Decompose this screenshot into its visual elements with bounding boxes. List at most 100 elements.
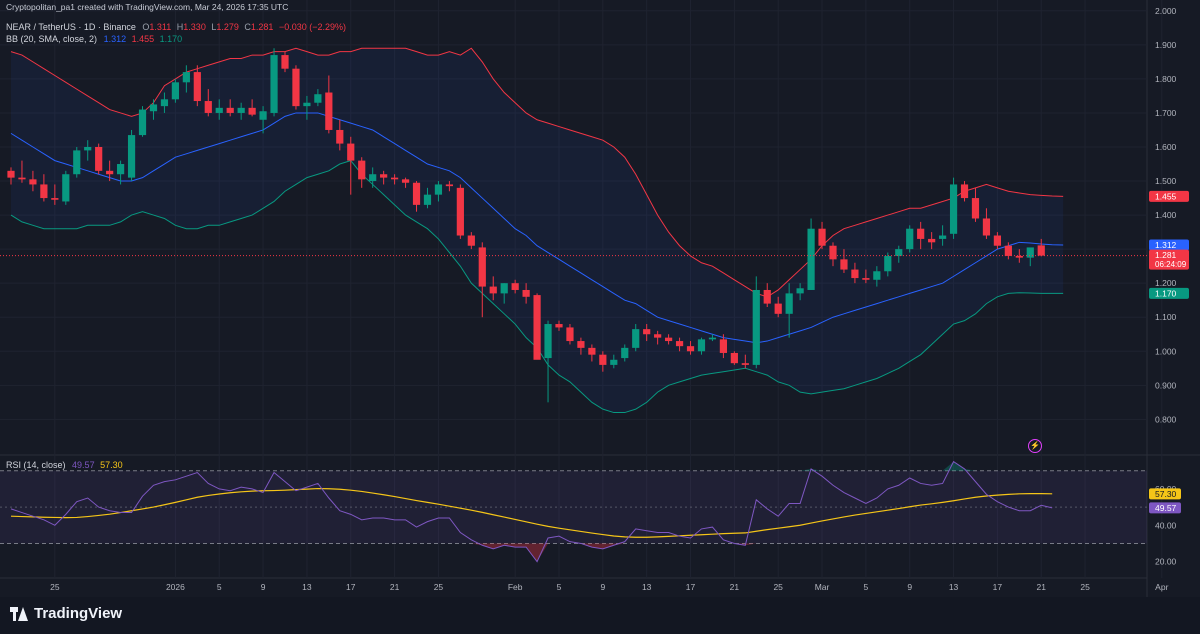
rsi-legend: RSI (14, close) 49.57 57.30 <box>6 460 123 470</box>
candle-body <box>467 235 475 246</box>
candle-body <box>51 198 59 200</box>
candle-body <box>906 228 914 250</box>
candle-body <box>445 184 453 187</box>
chart-canvas[interactable]: 2.0001.9001.8001.7001.6001.5001.4001.300… <box>0 0 1200 597</box>
candle-body <box>807 228 815 290</box>
candle-body <box>40 184 48 199</box>
candle-body <box>971 198 980 219</box>
candle-body <box>851 269 859 279</box>
close-label: C <box>244 22 251 32</box>
time-tick-label: 5 <box>217 582 222 592</box>
bb-basis-value: 1.312 <box>103 34 127 44</box>
time-tick-label: 21 <box>1037 582 1047 592</box>
candle-body <box>862 278 870 280</box>
chart-credit: Cryptopolitan_pa1 created with TradingVi… <box>6 2 289 12</box>
time-tick-label: 25 <box>50 582 60 592</box>
candle-body <box>829 245 837 260</box>
candle-body <box>917 228 925 239</box>
tradingview-mark-icon <box>10 606 28 621</box>
candle-body <box>281 55 289 69</box>
candle-body <box>522 289 530 297</box>
price-tick-label: 0.800 <box>1155 414 1177 424</box>
candle-body <box>665 337 673 342</box>
high-label: H <box>176 22 184 32</box>
time-tick-label: Apr <box>1155 582 1168 592</box>
candle-body <box>1026 247 1034 258</box>
candle-body <box>884 255 892 272</box>
time-tick-label: 17 <box>993 582 1003 592</box>
candle-body <box>204 101 212 113</box>
candle-body <box>29 179 37 185</box>
candle-body <box>380 174 388 178</box>
candle-body <box>774 303 782 314</box>
candle-body <box>182 72 190 83</box>
candle-body <box>895 249 903 256</box>
candle-body <box>358 160 366 180</box>
low-label: L <box>211 22 217 32</box>
time-tick-label: 21 <box>730 582 740 592</box>
candle-body <box>401 179 410 183</box>
price-badge-label: 1.281 <box>1155 250 1177 260</box>
candle-body <box>391 177 399 180</box>
flash-alert-icon[interactable]: ⚡ <box>1028 439 1042 453</box>
price-tick-label: 1.000 <box>1155 346 1177 356</box>
rsi-badge <box>1149 488 1181 500</box>
price-tick-label: 1.800 <box>1155 74 1177 84</box>
bb-lower-value: 1.170 <box>159 34 183 44</box>
candle-body <box>62 174 70 202</box>
footer-bar: TradingView <box>0 597 1200 634</box>
tradingview-logo[interactable]: TradingView <box>10 605 122 622</box>
candle-body <box>7 170 15 178</box>
candle-body <box>818 228 826 246</box>
candle-body <box>566 327 574 342</box>
candle-body <box>226 107 234 113</box>
change-value: −0.030 (−2.29%) <box>278 22 347 32</box>
rsi-line <box>10 460 1053 563</box>
candle-body <box>796 288 804 294</box>
candle-body <box>347 143 355 161</box>
price-tick-label: 1.700 <box>1155 108 1177 118</box>
rsi-ma-line <box>10 487 1053 538</box>
candle-body <box>949 184 958 234</box>
candle-body <box>555 324 563 328</box>
candle-body <box>303 102 311 107</box>
candle-body <box>840 259 848 270</box>
candle-body <box>248 107 256 115</box>
candle-body <box>456 187 464 236</box>
time-tick-label: Feb <box>508 582 523 592</box>
candle-body <box>654 334 662 338</box>
bb-legend: BB (20, SMA, close, 2) 1.312 1.455 1.170 <box>6 34 182 44</box>
candle-body <box>149 104 158 112</box>
candle-body <box>434 184 443 195</box>
candle-body <box>730 352 738 364</box>
price-badge-label: 1.170 <box>1155 288 1177 298</box>
candle-body <box>928 238 936 243</box>
candle-body <box>1004 245 1012 256</box>
candle-body <box>193 72 201 102</box>
candle-body <box>215 107 223 113</box>
price-tick-label: 1.900 <box>1155 40 1177 50</box>
time-tick-label: 9 <box>261 582 266 592</box>
candle-body <box>500 283 508 294</box>
bb-fill <box>11 48 1064 413</box>
rsi-tick-label: 40.00 <box>1155 520 1177 530</box>
price-badge <box>1149 249 1189 270</box>
rsi-tick-label: 20.00 <box>1155 557 1177 567</box>
price-badge <box>1149 190 1189 202</box>
rsi-oversold-fill <box>471 543 757 562</box>
candle-body <box>599 354 607 365</box>
candle-body <box>621 347 629 359</box>
time-tick-label: 5 <box>864 582 869 592</box>
rsi-badge <box>1149 502 1181 514</box>
price-badge-label: 1.455 <box>1155 191 1177 201</box>
candle-body <box>127 135 136 178</box>
price-badge <box>1149 239 1189 251</box>
close-value: 1.281 <box>250 22 274 32</box>
open-label: O <box>142 22 150 32</box>
candle-body <box>1015 255 1023 258</box>
candle-body <box>577 341 585 348</box>
rsi-overbought-fill <box>800 461 976 471</box>
candle-body <box>939 235 947 239</box>
candle-body <box>18 177 26 180</box>
